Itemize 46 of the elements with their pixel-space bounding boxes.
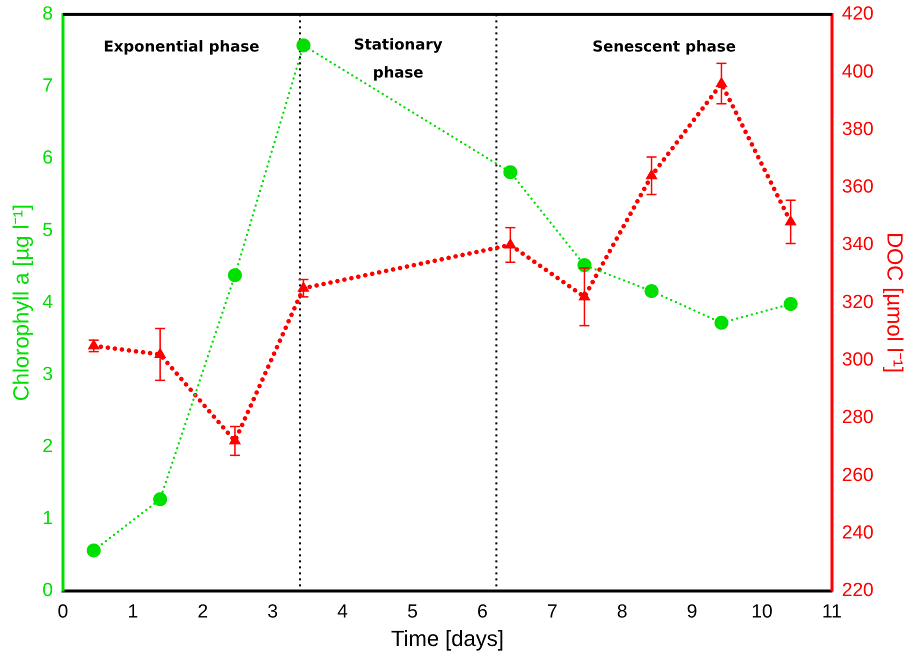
- point: [503, 165, 518, 180]
- x-tick-label: 4: [337, 601, 348, 622]
- y2-axis-title: DOC [µmol l⁻¹]: [882, 232, 908, 373]
- x-tick-label: 3: [267, 601, 278, 622]
- y2-tick-label: 360: [842, 176, 874, 198]
- y2-tick-label: 300: [842, 349, 874, 370]
- y2-tick-label: 240: [842, 522, 874, 544]
- x-tick-label: 10: [751, 601, 773, 622]
- y-tick-label: 1: [42, 508, 53, 529]
- y2-tick-label: 320: [842, 292, 874, 313]
- x-tick-label: 11: [822, 601, 842, 622]
- y-tick-label: 4: [42, 292, 54, 313]
- point: [86, 543, 101, 558]
- annotation: Senescent phase: [592, 37, 736, 56]
- y2-tick-label: 420: [842, 4, 874, 25]
- annotation: Exponential phase: [103, 37, 260, 56]
- x-tick-label: 7: [547, 601, 558, 622]
- point: [296, 38, 310, 52]
- point: [784, 297, 798, 312]
- y-tick-label: 2: [42, 436, 53, 457]
- y2-tick-label: 400: [842, 61, 874, 82]
- point: [714, 316, 728, 330]
- annotation: Stationary phase: [354, 35, 443, 82]
- y-tick-label: 8: [42, 4, 53, 25]
- point: [228, 268, 242, 282]
- x-tick-label: 2: [197, 601, 208, 622]
- y2-tick-label: 340: [842, 234, 874, 256]
- point: [644, 284, 659, 298]
- x-tick-label: 1: [128, 601, 138, 622]
- x-tick-label: 8: [616, 601, 628, 622]
- x-tick-label: 6: [477, 601, 488, 622]
- y-tick-label: 3: [42, 364, 53, 385]
- x-tick-label: 0: [58, 601, 68, 622]
- y-tick-label: 5: [42, 220, 53, 241]
- point: [153, 492, 168, 506]
- y-tick-label: 0: [42, 580, 53, 602]
- y-axis-title: Chlorophyll a [µg l⁻¹]: [8, 204, 34, 402]
- y-tick-label: 6: [42, 148, 53, 169]
- x-axis-title: Time [days]: [390, 626, 504, 651]
- y2-tick-label: 380: [842, 118, 874, 140]
- x-tick-label: 5: [407, 601, 418, 622]
- y2-tick-label: 220: [842, 580, 874, 602]
- y2-tick-label: 280: [842, 407, 874, 428]
- y2-tick-label: 260: [842, 464, 874, 486]
- y-tick-label: 7: [42, 76, 53, 97]
- x-tick-label: 9: [686, 601, 698, 622]
